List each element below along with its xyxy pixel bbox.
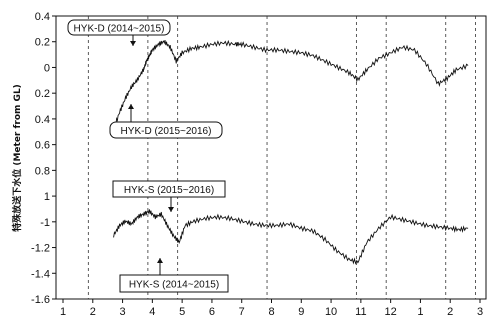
annotation-arrowhead-0 <box>130 41 136 46</box>
annotation-box-2 <box>112 180 226 198</box>
x-tick-label-7: 8 <box>268 306 274 318</box>
annotation-label-0: HYK-D (2014~2015) <box>74 24 165 35</box>
y-tick-label-0: 0.4 <box>35 11 50 23</box>
y-tick-label-9: -1.2 <box>31 243 50 255</box>
annotations: HYK-D (2014~2015) HYK-D (2015~2016) HYK-S … <box>67 19 229 293</box>
x-tick-label-3: 4 <box>149 306 155 318</box>
y-tick-label-7: 1 <box>44 191 50 203</box>
x-tick-label-2: 3 <box>120 306 126 318</box>
x-tick-label-11: 12 <box>385 306 397 318</box>
y-tick-label-8: -1 <box>40 217 50 229</box>
y-tick-label-2: 0 <box>44 62 50 74</box>
x-tick-label-4: 5 <box>179 306 185 318</box>
y-axis-label: 特殊放送下水位 (Meter from GL) <box>11 84 23 232</box>
series-line-hyk-d <box>113 39 469 130</box>
annotation-arrowhead-2 <box>168 207 174 212</box>
x-tick-label-12: 1 <box>417 306 423 318</box>
x-tick-label-10: 11 <box>355 306 366 318</box>
y-tick-label-10: -1.4 <box>31 268 50 280</box>
vertical-gridlines <box>87 16 476 299</box>
annotation-box-3 <box>119 274 229 293</box>
series-line-hyk-s <box>113 209 469 265</box>
annotation-label-3: HYK-S (2014~2015) <box>129 280 219 291</box>
x-axis-ticks: 1 2 3 4 5 6 7 8 9 10 11 12 1 2 3 <box>60 299 483 318</box>
y-tick-label-5: 0.6 <box>35 140 50 152</box>
y-tick-label-11: -1.6 <box>31 294 50 306</box>
annotation-arrowhead-3 <box>157 258 163 263</box>
y-tick-label-4: 0.4 <box>35 114 50 126</box>
annotation-box-1 <box>109 121 223 139</box>
annotation-label-2: HYK-S (2015~2016) <box>124 185 214 196</box>
x-tick-label-1: 2 <box>90 306 96 318</box>
x-tick-label-5: 6 <box>209 306 215 318</box>
y-tick-label-6: 0.8 <box>35 165 50 177</box>
y-tick-label-3: 0.2 <box>35 88 50 100</box>
annotation-box-0 <box>67 19 171 36</box>
x-tick-label-6: 7 <box>239 306 245 318</box>
x-tick-label-14: 3 <box>477 306 483 318</box>
y-axis-ticks: 0.4 0.2 0 0.2 0.4 0.6 0.8 1 -1 -1.2 -1.4 -1.6 <box>31 11 56 306</box>
x-tick-label-0: 1 <box>60 306 66 318</box>
x-tick-label-9: 10 <box>325 306 337 318</box>
annotation-label-1: HYK-D (2015~2016) <box>121 126 212 137</box>
annotation-arrowhead-1 <box>128 104 134 109</box>
y-tick-label-1: 0.2 <box>35 37 50 49</box>
x-tick-label-8: 9 <box>298 306 304 318</box>
series-lines <box>113 39 469 265</box>
x-tick-label-13: 2 <box>447 306 453 318</box>
